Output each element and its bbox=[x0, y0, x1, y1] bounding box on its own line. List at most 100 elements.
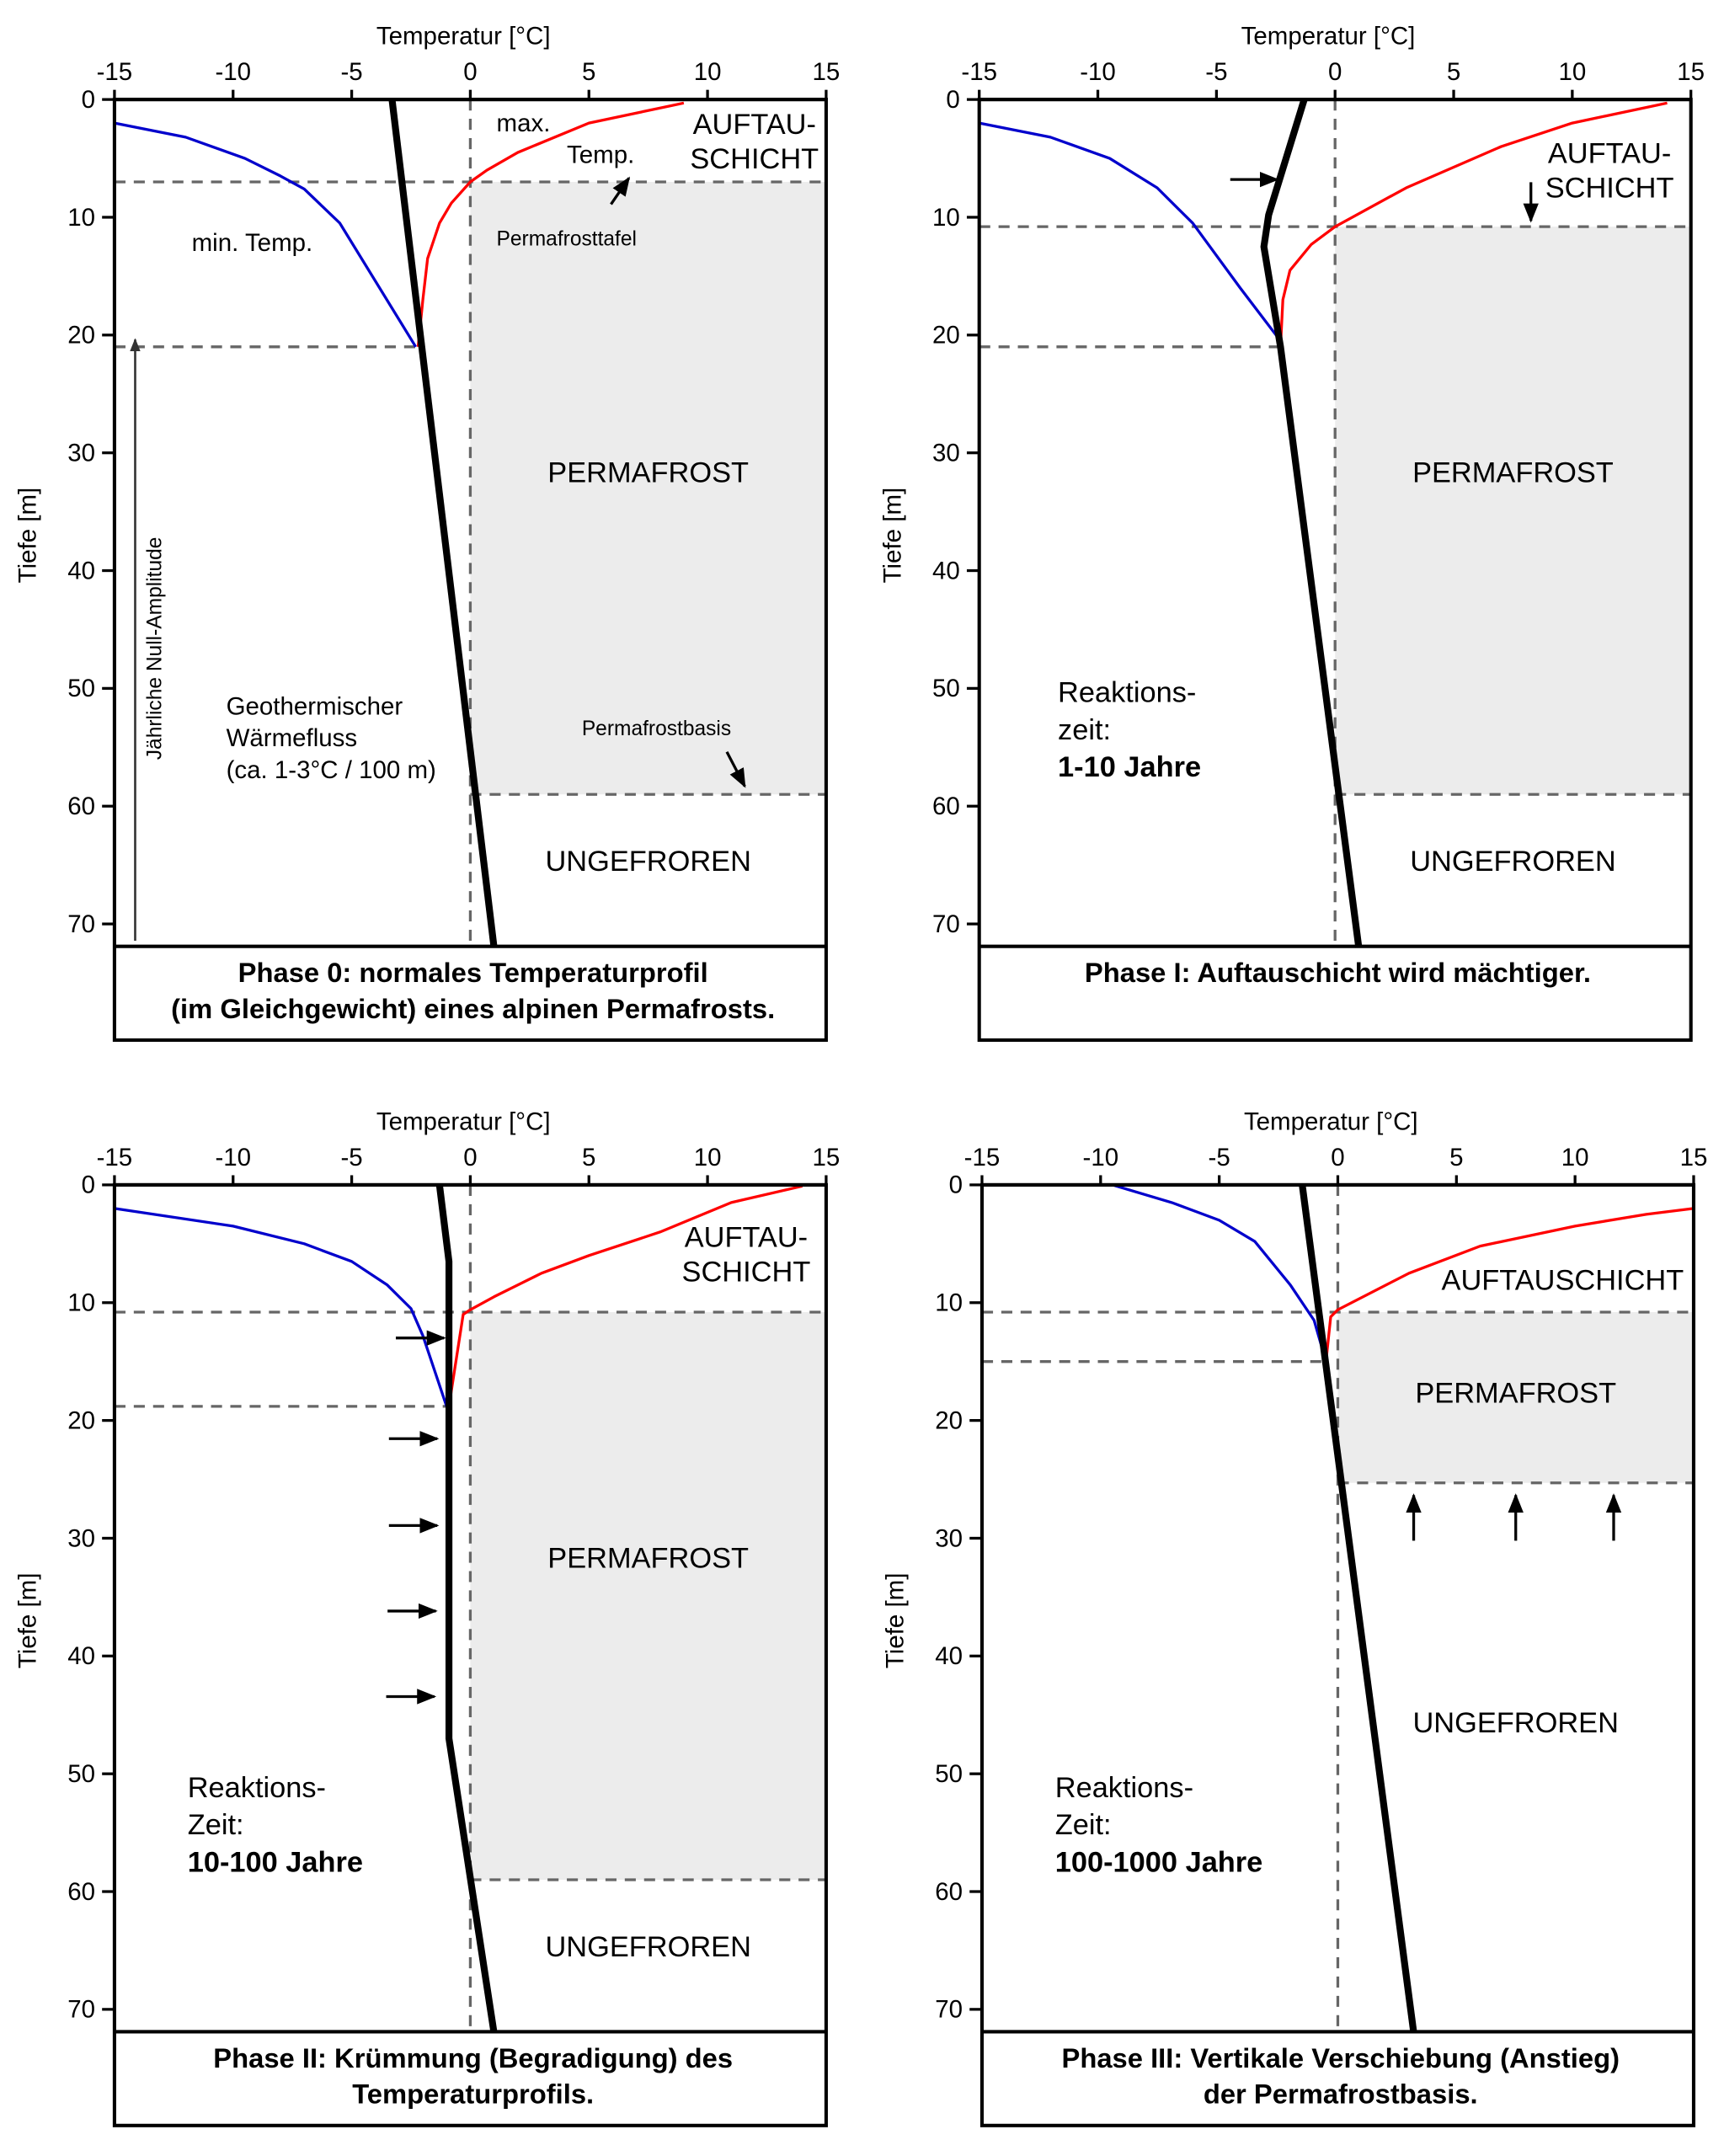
x-tick-label: 15 bbox=[1677, 58, 1705, 86]
reaction-time-label: Reaktions- bbox=[1058, 677, 1196, 709]
y-tick-label: 0 bbox=[82, 1171, 95, 1199]
x-tick-label: 0 bbox=[1328, 58, 1342, 86]
y-tick-label: 40 bbox=[932, 557, 960, 584]
geotherm-temperature-curve bbox=[435, 1184, 498, 2034]
x-tick-label: 10 bbox=[694, 58, 722, 86]
y-axis-title: Tiefe [m] bbox=[14, 1573, 42, 1669]
active-layer-label: SCHICHT bbox=[1545, 172, 1674, 204]
x-tick-label: 5 bbox=[582, 58, 595, 86]
x-tick-label: -15 bbox=[961, 58, 997, 86]
panel-phase-1: -15 -10 -5 0 5 10 15 0 10 20 30 40 50 60 70 Temperatur … bbox=[878, 23, 1705, 1043]
x-tick-label: -5 bbox=[1205, 58, 1227, 86]
y-tick-label: 50 bbox=[932, 675, 960, 702]
x-tick-label: -10 bbox=[1080, 58, 1116, 86]
y-tick-label: 60 bbox=[67, 1878, 95, 1906]
y-tick-label: 70 bbox=[67, 1996, 95, 2024]
unfrozen-label: UNGEFROREN bbox=[1410, 846, 1615, 878]
caption-line: Phase I: Auftauschicht wird mächtiger. bbox=[1085, 957, 1591, 988]
min-temperature-curve bbox=[114, 1207, 448, 1407]
y-axis-title: Tiefe [m] bbox=[14, 488, 42, 584]
y-tick-label: 10 bbox=[67, 1289, 95, 1317]
zero-amplitude-label: Jährliche Null-Amplitude bbox=[144, 537, 167, 760]
caption-line: Phase 0: normales Temperaturprofil bbox=[238, 957, 708, 988]
unfrozen-label: UNGEFROREN bbox=[545, 1931, 750, 1963]
x-tick-label: -10 bbox=[1083, 1144, 1119, 1171]
x-tick-label: 10 bbox=[1561, 1144, 1589, 1171]
y-tick-label: 70 bbox=[932, 910, 960, 938]
y-tick-label: 10 bbox=[67, 204, 95, 232]
max-temperature-curve bbox=[1324, 1207, 1695, 1362]
x-tick-label: -15 bbox=[97, 1144, 133, 1171]
min-temp-label: min. Temp. bbox=[192, 229, 313, 257]
max-temperature-curve bbox=[416, 101, 685, 347]
y-tick-label: 40 bbox=[935, 1642, 963, 1670]
max-temperature-curve bbox=[447, 1184, 803, 1407]
heat-flow-label: Geothermischer bbox=[227, 692, 403, 720]
x-axis-title: Temperatur [°C] bbox=[376, 1107, 551, 1135]
permafrost-region bbox=[1337, 1311, 1694, 1483]
x-tick-label: 15 bbox=[1680, 1144, 1708, 1171]
panel-phase-0: -15 -10 -5 0 5 10 15 0 10 20 30 40 50 60 70 Temperatur … bbox=[14, 23, 841, 1043]
x-axis-title: Temperatur [°C] bbox=[1241, 23, 1416, 51]
reaction-time-label: 10-100 Jahre bbox=[188, 1846, 363, 1878]
y-tick-label: 30 bbox=[932, 440, 960, 467]
max-label: max. bbox=[497, 109, 551, 137]
min-temperature-curve bbox=[114, 121, 418, 348]
x-tick-label: -15 bbox=[964, 1144, 1001, 1171]
min-temperature-curve bbox=[979, 121, 1282, 342]
caption-line: (im Gleichgewicht) eines alpinen Permafr… bbox=[171, 993, 775, 1024]
permafrost-region bbox=[1335, 227, 1691, 795]
y-tick-label: 20 bbox=[935, 1406, 963, 1434]
x-axis-title: Temperatur [°C] bbox=[376, 23, 551, 51]
x-tick-label: 0 bbox=[463, 58, 477, 86]
y-tick-label: 60 bbox=[935, 1878, 963, 1906]
permafrost-label: PERMAFROST bbox=[547, 1542, 749, 1574]
y-tick-label: 0 bbox=[946, 86, 959, 114]
y-tick-label: 50 bbox=[935, 1760, 963, 1788]
y-tick-label: 20 bbox=[67, 322, 95, 350]
y-tick-label: 30 bbox=[935, 1524, 963, 1552]
y-tick-label: 0 bbox=[82, 86, 95, 114]
permafrost-base-label: Permafrostbasis bbox=[582, 718, 731, 740]
permafrost-region bbox=[470, 182, 826, 795]
caption-line: Phase II: Krümmung (Begradigung) des bbox=[213, 2042, 733, 2073]
x-tick-label: -10 bbox=[215, 1144, 251, 1171]
caption-line: der Permafrostbasis. bbox=[1204, 2079, 1478, 2110]
y-tick-label: 60 bbox=[67, 792, 95, 820]
active-layer-label: SCHICHT bbox=[682, 1257, 811, 1289]
max-temperature-curve bbox=[1278, 101, 1668, 347]
x-tick-label: 0 bbox=[1331, 1144, 1344, 1171]
permafrost-base-arrow bbox=[725, 750, 746, 788]
permafrost-region bbox=[470, 1311, 826, 1881]
reaction-time-label: Zeit: bbox=[188, 1809, 244, 1841]
y-tick-label: 70 bbox=[67, 910, 95, 938]
geotherm-temperature-curve bbox=[1260, 98, 1363, 948]
geotherm-temperature-curve bbox=[388, 99, 498, 948]
heat-flow-label: Wärmefluss bbox=[227, 724, 358, 752]
y-tick-label: 20 bbox=[67, 1406, 95, 1434]
x-tick-label: 10 bbox=[694, 1144, 722, 1171]
y-tick-label: 30 bbox=[67, 440, 95, 467]
active-layer-label: AUFTAU- bbox=[685, 1222, 808, 1254]
temp-label: Temp. bbox=[567, 141, 634, 168]
x-tick-label: -5 bbox=[340, 1144, 362, 1171]
permafrost-table-label: Permafrosttafel bbox=[497, 228, 637, 251]
reaction-time-label: Zeit: bbox=[1055, 1809, 1112, 1841]
unfrozen-label: UNGEFROREN bbox=[1412, 1707, 1618, 1739]
y-tick-label: 10 bbox=[932, 204, 960, 232]
permafrost-label: PERMAFROST bbox=[1412, 457, 1614, 489]
y-tick-label: 40 bbox=[67, 1642, 95, 1670]
x-tick-label: -15 bbox=[97, 58, 133, 86]
y-tick-label: 50 bbox=[67, 675, 95, 702]
x-axis-title: Temperatur [°C] bbox=[1244, 1107, 1418, 1135]
x-tick-label: 15 bbox=[813, 58, 841, 86]
x-tick-label: -5 bbox=[340, 58, 362, 86]
panel-phase-3: -15 -10 -5 0 5 10 15 0 10 20 30 40 50 60 70 Temperatur … bbox=[882, 1107, 1708, 2127]
min-temperature-curve bbox=[1112, 1183, 1327, 1363]
reaction-time-label: 100-1000 Jahre bbox=[1055, 1846, 1263, 1878]
active-layer-label: SCHICHT bbox=[690, 143, 819, 175]
caption-line: Temperaturprofils. bbox=[352, 2079, 594, 2110]
active-layer-label: AUFTAU- bbox=[693, 109, 816, 141]
y-tick-label: 50 bbox=[67, 1760, 95, 1788]
